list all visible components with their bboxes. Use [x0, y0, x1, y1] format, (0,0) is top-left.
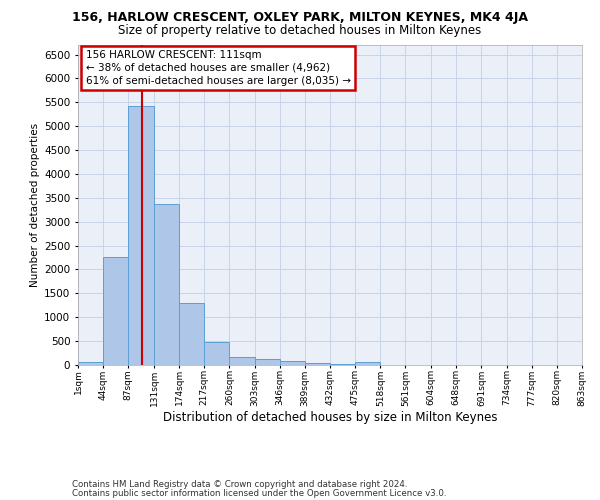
- Bar: [179, 304, 204, 365]
- X-axis label: Distribution of detached houses by size in Milton Keynes: Distribution of detached houses by size …: [163, 411, 497, 424]
- Text: 156 HARLOW CRESCENT: 111sqm
← 38% of detached houses are smaller (4,962)
61% of : 156 HARLOW CRESCENT: 111sqm ← 38% of det…: [86, 50, 350, 86]
- Text: Contains HM Land Registry data © Crown copyright and database right 2024.: Contains HM Land Registry data © Crown c…: [72, 480, 407, 489]
- Bar: [103, 256, 128, 365]
- Bar: [154, 204, 179, 365]
- Bar: [305, 362, 330, 365]
- Bar: [128, 106, 154, 365]
- Bar: [280, 361, 305, 365]
- Text: Size of property relative to detached houses in Milton Keynes: Size of property relative to detached ho…: [118, 24, 482, 37]
- Bar: [229, 356, 254, 365]
- Bar: [330, 364, 355, 365]
- Bar: [355, 362, 380, 365]
- Bar: [204, 342, 229, 365]
- Y-axis label: Number of detached properties: Number of detached properties: [30, 123, 40, 287]
- Bar: [254, 360, 280, 365]
- Text: Contains public sector information licensed under the Open Government Licence v3: Contains public sector information licen…: [72, 490, 446, 498]
- Bar: [78, 362, 103, 365]
- Text: 156, HARLOW CRESCENT, OXLEY PARK, MILTON KEYNES, MK4 4JA: 156, HARLOW CRESCENT, OXLEY PARK, MILTON…: [72, 11, 528, 24]
